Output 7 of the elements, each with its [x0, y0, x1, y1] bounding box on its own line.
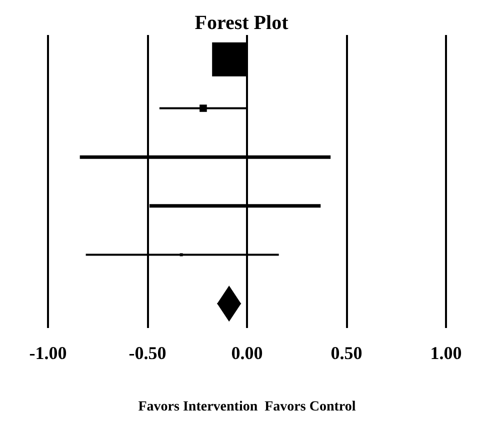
x-tick-label: 1.00: [430, 343, 462, 363]
x-tick-label: -1.00: [29, 343, 67, 363]
chart-title: Forest Plot: [194, 12, 289, 34]
x-tick-label: -0.50: [128, 343, 166, 363]
x-tick-label: 0.00: [231, 343, 263, 363]
x-axis-title: Favors Intervention Favors Control: [138, 400, 356, 414]
x-tick-label: 0.50: [330, 343, 362, 363]
